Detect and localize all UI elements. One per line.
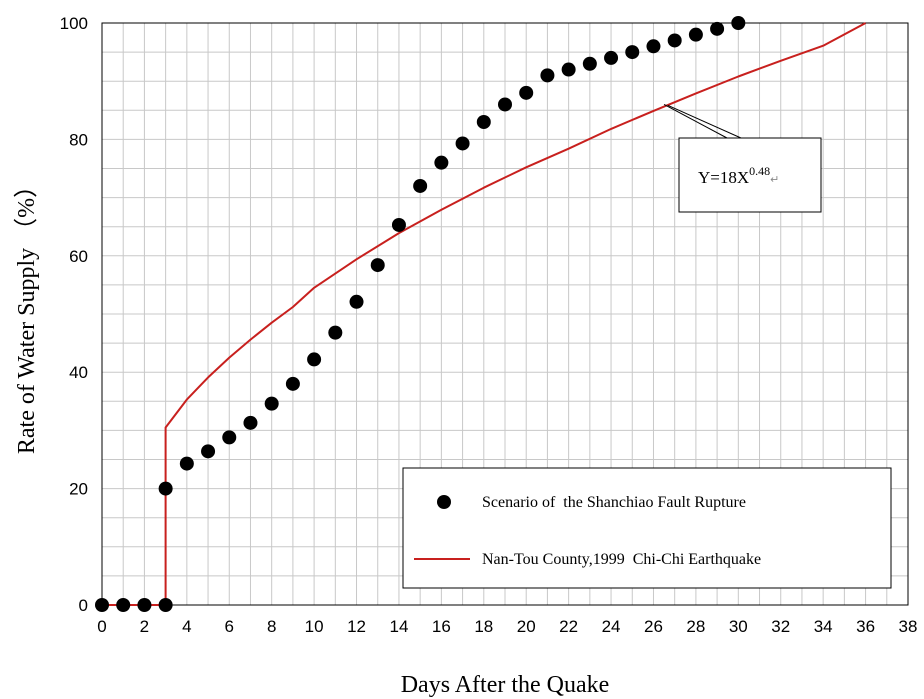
annotation-leader-line: [663, 104, 728, 139]
data-point: [95, 598, 109, 612]
x-tick-label: 12: [347, 617, 366, 636]
x-tick-label: 26: [644, 617, 663, 636]
x-tick-label: 34: [814, 617, 833, 636]
data-point: [349, 294, 364, 309]
annotation-exponent: 0.48: [749, 164, 770, 178]
x-tick-label: 32: [771, 617, 790, 636]
data-point: [222, 430, 237, 445]
data-point: [710, 21, 725, 36]
data-point: [540, 68, 555, 83]
series-line-chichi: [102, 22, 867, 606]
data-point: [688, 27, 703, 42]
data-point: [179, 456, 194, 471]
data-point: [476, 114, 491, 129]
x-tick-label: 6: [225, 617, 234, 636]
x-tick-label: 28: [686, 617, 705, 636]
data-point: [307, 352, 322, 367]
x-tick-label: 0: [97, 617, 106, 636]
data-point: [667, 33, 682, 48]
series-line-path: [102, 22, 867, 606]
x-tick-label: 36: [856, 617, 875, 636]
data-point: [116, 598, 131, 612]
annotation-box: [678, 137, 822, 213]
y-tick-label: 60: [69, 247, 88, 266]
data-point: [201, 444, 216, 459]
x-tick-label: 18: [474, 617, 493, 636]
data-point: [264, 396, 279, 411]
y-tick-label: 0: [79, 596, 88, 615]
data-point: [328, 325, 343, 340]
data-point: [158, 481, 173, 496]
data-point: [519, 85, 534, 100]
y-tick-label: 100: [60, 14, 88, 33]
legend: Scenario of the Shanchiao Fault Rupture …: [402, 467, 892, 589]
data-point: [243, 415, 258, 430]
x-tick-label: 4: [182, 617, 191, 636]
annotation-text: Y=18X0.48↵: [698, 164, 779, 187]
x-tick-label: 16: [432, 617, 451, 636]
y-tick-labels: 0 20 40 60 80 100: [60, 14, 88, 615]
x-tick-label: 8: [267, 617, 276, 636]
legend-box: [402, 467, 892, 589]
x-tick-label: 38: [899, 617, 918, 636]
data-point: [455, 136, 470, 151]
y-tick-label: 40: [69, 363, 88, 382]
x-tick-label: 24: [602, 617, 621, 636]
annotation-mark: ↵: [770, 174, 779, 186]
data-point: [582, 56, 597, 71]
plot-frame: [101, 22, 909, 606]
data-point: [646, 39, 661, 54]
x-tick-label: 20: [517, 617, 536, 636]
data-point: [561, 62, 576, 77]
x-tick-label: 10: [305, 617, 324, 636]
data-point: [604, 50, 619, 65]
y-tick-label: 20: [69, 480, 88, 499]
legend-label-shanchiao: Scenario of the Shanchiao Fault Rupture: [482, 494, 746, 511]
data-point: [498, 97, 512, 112]
x-tick-label: 2: [140, 617, 149, 636]
legend-marker-scatter: [437, 495, 451, 509]
x-tick-labels: 0 2 4 6 8 10 12 14 16 18 20 22 24 26 28 30 32 34 36 38: [97, 617, 917, 636]
data-point: [370, 258, 385, 273]
annotation-callout: Y=18X0.48↵: [663, 104, 822, 213]
annotation-base: Y=18X: [698, 168, 749, 187]
data-point: [625, 45, 640, 60]
y-axis-title: Rate of Water Supply （%）: [14, 174, 40, 454]
data-point: [158, 598, 173, 612]
y-tick-label: 80: [69, 130, 88, 149]
axis-frame: [101, 22, 909, 606]
legend-label-chichi: Nan-Tou County,1999 Chi-Chi Earthquake: [482, 551, 761, 568]
x-tick-label: 22: [559, 617, 578, 636]
data-point: [731, 16, 746, 30]
data-point: [434, 155, 449, 170]
data-point: [413, 178, 428, 193]
annotation-leader-line: [667, 105, 742, 139]
data-point: [391, 217, 406, 232]
data-point: [137, 598, 152, 612]
x-axis-title: Days After the Quake: [401, 672, 610, 698]
series-points-shanchiao: [95, 16, 746, 612]
data-point: [285, 376, 300, 391]
x-tick-label: 14: [389, 617, 408, 636]
x-tick-label: 30: [729, 617, 748, 636]
